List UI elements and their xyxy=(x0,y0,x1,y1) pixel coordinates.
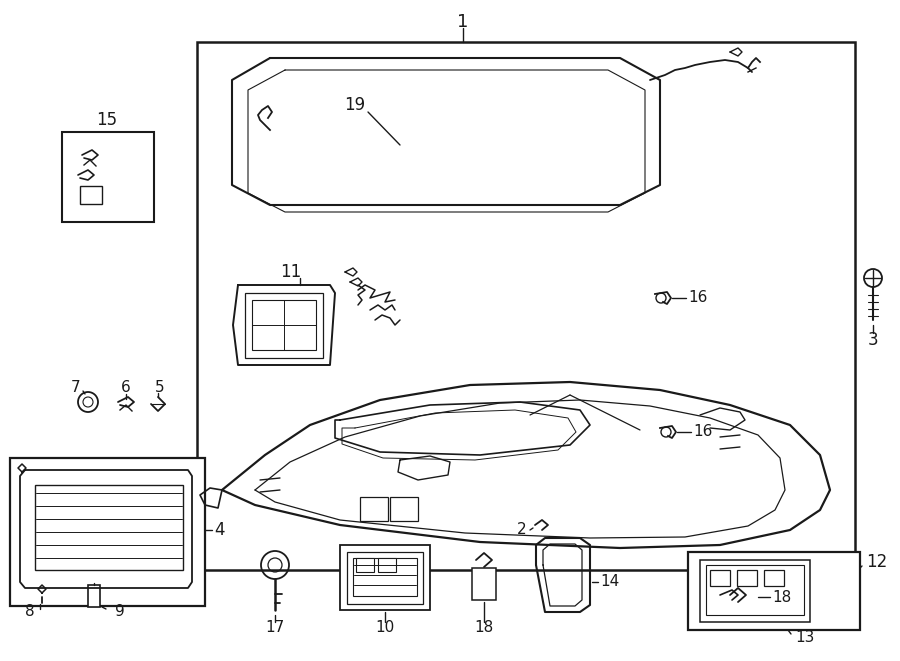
Text: 16: 16 xyxy=(693,424,713,440)
Bar xyxy=(197,42,855,570)
Bar xyxy=(737,570,757,586)
Bar xyxy=(245,293,323,358)
Bar xyxy=(706,565,804,615)
Text: 18: 18 xyxy=(772,590,791,605)
Bar xyxy=(353,558,417,596)
Text: 9: 9 xyxy=(115,605,125,619)
Bar xyxy=(252,300,316,350)
Text: 10: 10 xyxy=(375,621,394,635)
Bar xyxy=(356,558,374,572)
Text: 12: 12 xyxy=(866,553,887,571)
Text: 4: 4 xyxy=(214,521,224,539)
Bar xyxy=(764,570,784,586)
Text: 3: 3 xyxy=(868,331,878,349)
Bar xyxy=(347,552,423,604)
Text: 16: 16 xyxy=(688,290,707,305)
Text: 2: 2 xyxy=(518,522,526,537)
Text: 5: 5 xyxy=(155,381,165,395)
Bar xyxy=(88,585,100,607)
Text: 17: 17 xyxy=(266,621,284,635)
Bar xyxy=(700,560,810,622)
Text: 8: 8 xyxy=(25,605,35,619)
Text: 7: 7 xyxy=(71,381,81,395)
Bar xyxy=(710,570,730,586)
Bar xyxy=(360,497,388,521)
Bar xyxy=(35,485,183,570)
Text: 19: 19 xyxy=(345,96,365,114)
Bar xyxy=(340,545,430,610)
Text: 18: 18 xyxy=(474,621,493,635)
Bar xyxy=(10,458,205,606)
Text: 1: 1 xyxy=(457,13,469,31)
Text: 14: 14 xyxy=(600,574,619,590)
Text: 15: 15 xyxy=(96,111,118,129)
Bar xyxy=(688,552,860,630)
Bar xyxy=(62,132,154,222)
Text: 6: 6 xyxy=(122,381,130,395)
Bar xyxy=(390,497,418,521)
Text: 13: 13 xyxy=(795,631,815,646)
Bar xyxy=(378,558,396,572)
Text: 11: 11 xyxy=(281,263,302,281)
Bar xyxy=(472,568,496,600)
Bar xyxy=(80,186,102,204)
